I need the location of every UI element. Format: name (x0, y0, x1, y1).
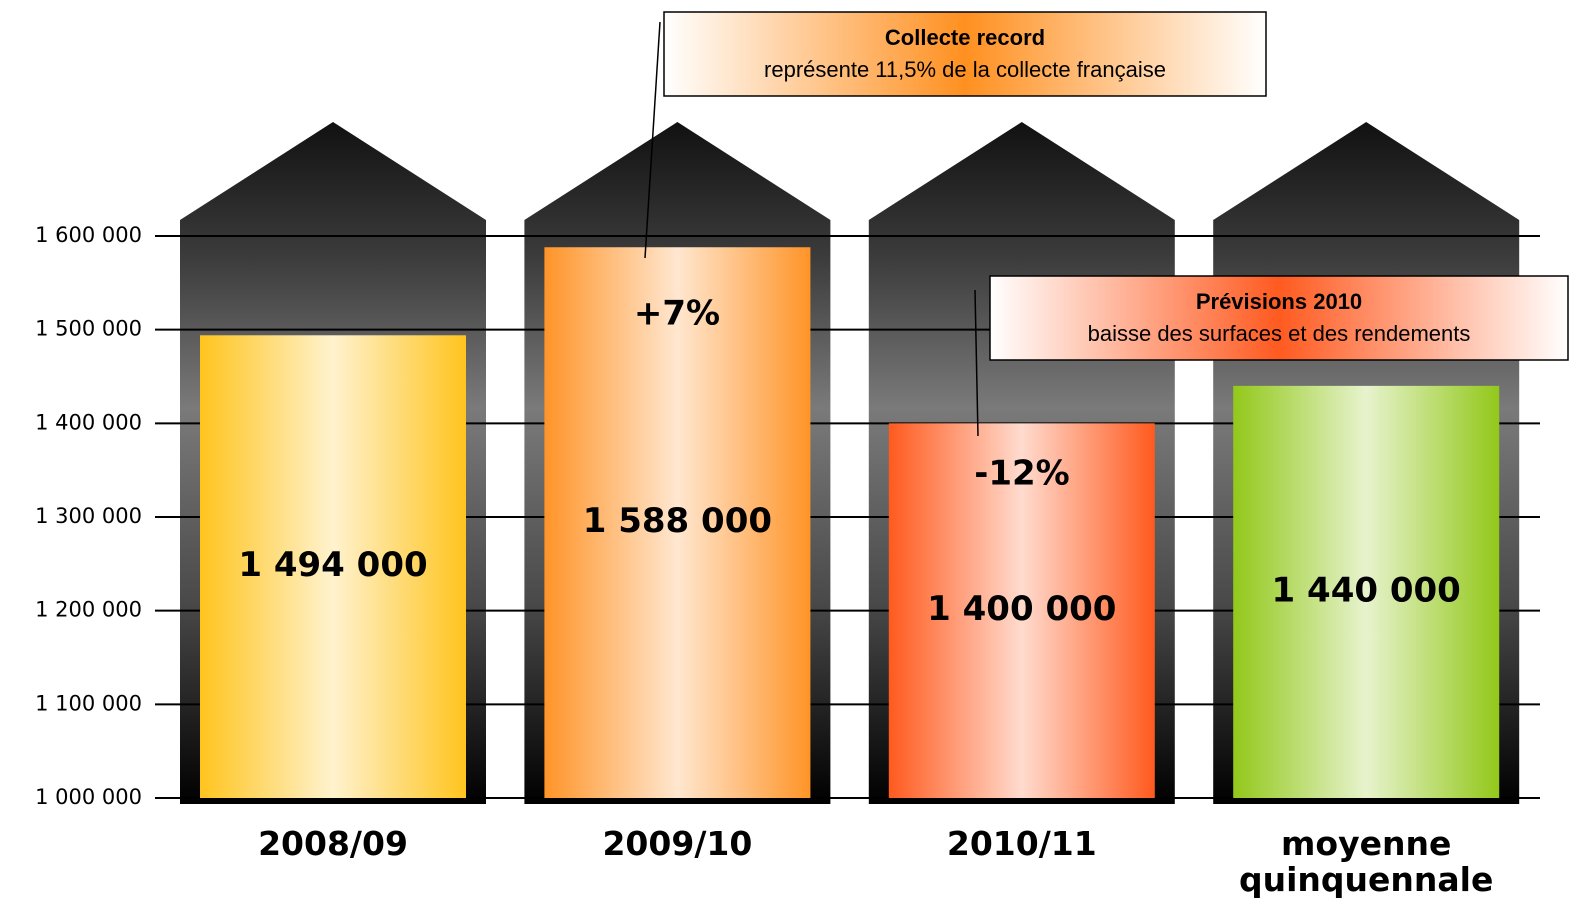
y-tick-label: 1 400 000 (35, 410, 142, 434)
annotation: -12% (974, 454, 1070, 494)
x-tick-label: 2008/09 (258, 824, 408, 863)
x-tick-label: 2009/10 (602, 824, 753, 863)
x-tick-label: 2010/11 (946, 824, 1097, 863)
callout-leader (644, 21, 661, 259)
callout-title: Prévisions 2010 (1196, 289, 1362, 314)
callout-text: baisse des surfaces et des rendements (1088, 321, 1471, 346)
callout-leader (974, 289, 979, 437)
bar (1233, 385, 1500, 798)
callout-box (663, 11, 1267, 97)
y-tick-label: 1 600 000 (35, 223, 142, 247)
y-tick-label: 1 300 000 (35, 504, 142, 528)
callout-title: Collecte record (885, 25, 1045, 50)
bar (544, 247, 811, 799)
value-label: 1 494 000 (238, 545, 427, 585)
value-label: 1 440 000 (1272, 570, 1461, 610)
bar (888, 423, 1155, 798)
bar (200, 335, 466, 798)
y-tick-label: 1 500 000 (35, 317, 142, 341)
value-label: 1 400 000 (927, 589, 1116, 629)
y-tick-label: 1 100 000 (35, 691, 142, 715)
callout-box (989, 275, 1569, 361)
callout-text: représente 11,5% de la collecte français… (764, 57, 1166, 82)
y-tick-label: 1 200 000 (35, 598, 142, 622)
x-tick-label: moyenne quinquennale (1239, 824, 1494, 899)
annotation: +7% (634, 294, 720, 334)
value-label: 1 588 000 (583, 501, 772, 541)
y-tick-label: 1 000 000 (35, 785, 142, 809)
